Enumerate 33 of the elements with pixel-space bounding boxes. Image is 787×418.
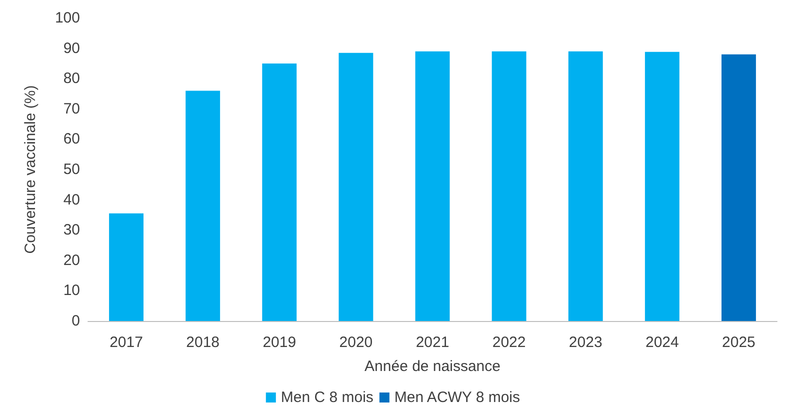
x-axis-title: Année de naissance <box>364 358 500 375</box>
x-tick-label: 2020 <box>339 334 373 351</box>
y-axis-title: Couverture vaccinale (%) <box>22 85 39 254</box>
x-tick-label: 2023 <box>568 334 602 351</box>
bar <box>262 63 297 321</box>
y-tick-label: 70 <box>63 100 80 118</box>
y-tick-label: 60 <box>63 130 80 148</box>
y-tick-label: 90 <box>63 40 80 57</box>
x-tick-label: 2017 <box>110 334 143 351</box>
x-tick-label: 2018 <box>186 334 220 351</box>
y-tick-label: 0 <box>72 312 80 330</box>
y-tick-label: 10 <box>63 282 80 300</box>
x-tick-label: 2022 <box>492 334 526 351</box>
bar <box>568 51 603 321</box>
legend-label: Men C 8 mois <box>280 389 374 406</box>
bar <box>721 54 756 321</box>
y-tick-label: 20 <box>63 252 80 269</box>
bar <box>415 51 450 321</box>
y-tick-label: 80 <box>63 70 80 88</box>
bar <box>186 90 220 321</box>
bar <box>109 213 144 321</box>
y-tick-label: 30 <box>63 222 80 239</box>
x-tick-label: 2024 <box>645 334 679 351</box>
y-tick-label: 50 <box>63 161 80 178</box>
y-tick-label: 100 <box>54 10 80 26</box>
bar <box>338 52 374 321</box>
bar <box>492 51 526 321</box>
x-tick-label: 2025 <box>722 334 756 351</box>
bar <box>644 52 680 321</box>
x-tick-label: 2021 <box>416 334 450 351</box>
x-tick-label: 2019 <box>262 334 296 351</box>
y-tick-label: 40 <box>63 191 80 208</box>
legend-label: Men ACWY 8 mois <box>394 389 520 406</box>
